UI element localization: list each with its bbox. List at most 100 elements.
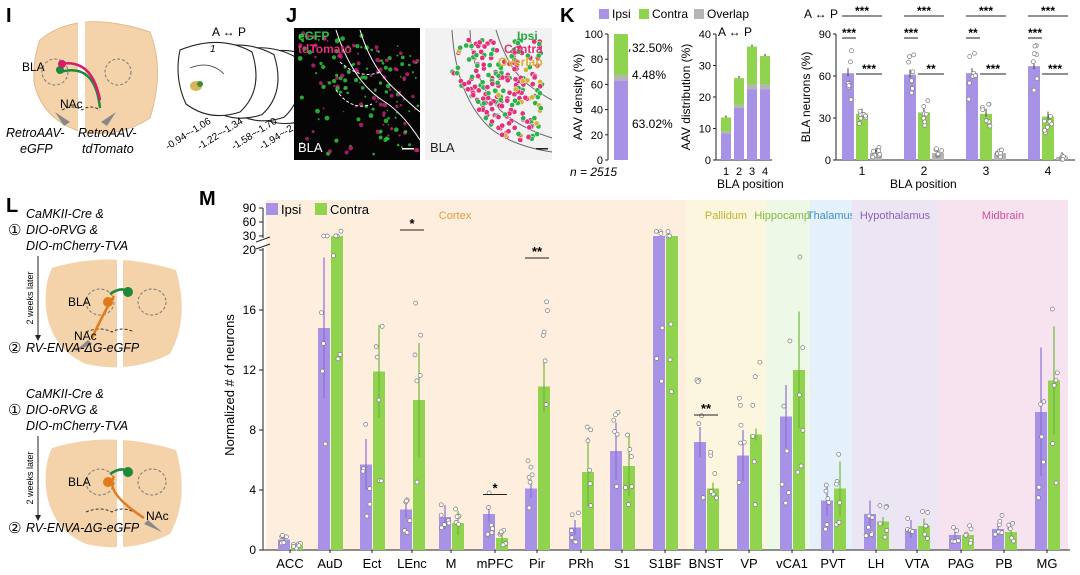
x-tick-label: vCA1	[776, 556, 808, 571]
tdtomato-cell	[399, 51, 403, 55]
data-point	[613, 412, 618, 418]
y-axis-label: AAV distribution (%)	[679, 44, 693, 150]
x-tick-label: LEnc	[397, 556, 427, 571]
data-point	[291, 544, 296, 549]
data-point	[980, 107, 986, 113]
step1-line: CaMKII-Cre &	[26, 387, 104, 401]
weeks-label: 2 weeks later	[25, 271, 35, 324]
data-point	[781, 403, 787, 409]
data-point	[986, 101, 992, 107]
data-point	[439, 525, 444, 531]
tdtomato-cell	[389, 93, 394, 98]
bla-label: BLA	[68, 475, 91, 489]
data-point	[1051, 383, 1057, 388]
ipsi-cell	[502, 111, 508, 118]
data-point	[337, 352, 343, 357]
data-point	[848, 97, 854, 103]
legend-swatch-contra	[639, 9, 649, 19]
egfp-cell	[364, 95, 367, 98]
data-point	[542, 358, 548, 364]
data-point	[695, 379, 701, 385]
data-label: 32.50%	[632, 41, 673, 55]
atlas-contour	[189, 64, 225, 75]
tdtomato-cell	[328, 149, 332, 154]
tdtomato-cell	[382, 123, 385, 126]
ipsi-cell	[515, 40, 521, 46]
data-point	[907, 54, 912, 59]
egfp-cell	[384, 90, 388, 94]
egfp-cell	[387, 56, 392, 61]
k-n-label: n = 2515	[570, 165, 617, 179]
k-mid-xlabel: BLA position	[717, 177, 784, 191]
contra-cell	[506, 120, 512, 127]
data-point	[284, 534, 289, 540]
panel-m-letter: M	[199, 188, 216, 210]
bar-ipsi	[904, 74, 916, 160]
y-tick-label: 60	[819, 71, 831, 83]
data-point	[1009, 535, 1015, 541]
data-point	[407, 518, 413, 523]
data-point	[963, 532, 969, 538]
panel-j: J eGFP tdTomato BLA Ipsi Contra Overlap …	[286, 5, 553, 160]
contra-cell	[511, 66, 518, 72]
egfp-cell	[355, 44, 360, 49]
tdtomato-cell	[344, 150, 349, 155]
x-tick-label: Pir	[529, 556, 546, 571]
egfp-cell	[377, 50, 380, 53]
tdtomato-cell	[311, 130, 315, 134]
tdtomato-cell	[382, 102, 388, 108]
tdtomato-cell	[405, 72, 410, 77]
ipsi-cell	[468, 43, 475, 49]
data-point	[623, 485, 628, 490]
data-point	[972, 50, 977, 56]
data-point	[708, 449, 714, 455]
ipsi-cell	[488, 51, 495, 58]
data-point	[442, 522, 447, 527]
data-point	[569, 528, 574, 533]
bar-segment-overlap	[734, 104, 744, 109]
data-point	[856, 121, 862, 127]
egfp-cell	[408, 143, 412, 147]
x-tick-label: 1	[859, 164, 866, 178]
sig-marker: ***	[855, 4, 869, 18]
overlap-cell	[512, 86, 519, 93]
y-tick-label: 60	[591, 79, 603, 91]
ipsi-cell	[527, 64, 533, 70]
data-point	[525, 458, 531, 464]
tdtomato-cell	[301, 31, 306, 36]
weeks-label: 2 weeks later	[25, 451, 35, 504]
data-point	[939, 148, 945, 153]
data-point	[751, 459, 757, 465]
injection-needle	[144, 520, 162, 532]
bla-region	[137, 468, 167, 496]
ipsi-cell	[537, 90, 543, 97]
data-point	[626, 502, 631, 507]
bar-contra	[582, 472, 594, 550]
sig-marker: ***	[979, 4, 993, 18]
data-point	[486, 505, 491, 510]
red-soma	[58, 60, 66, 68]
ipsi-cell	[463, 42, 470, 49]
ipsi-cell	[495, 61, 502, 68]
tdtomato-cell	[415, 148, 420, 152]
bar-segment-ipsi	[760, 89, 770, 160]
step1-number: ①	[8, 222, 21, 239]
egfp-cell	[373, 89, 377, 92]
tdtomato-cell	[399, 104, 402, 107]
data-point	[784, 448, 790, 454]
data-point	[800, 345, 806, 350]
bla-region-left	[41, 58, 69, 86]
tdtomato-cell	[358, 102, 364, 107]
contra-cell	[504, 97, 511, 104]
step1-line: DIO-mCherry-TVA	[26, 239, 128, 253]
y-tick-label: 30	[699, 61, 711, 73]
tdtomato-cell	[412, 60, 416, 64]
data-point	[752, 502, 758, 507]
data-label: 63.02%	[632, 117, 673, 131]
egfp-cell	[338, 90, 342, 94]
x-tick-label: VTA	[905, 556, 930, 571]
sig-marker: *	[409, 216, 415, 231]
data-point	[456, 521, 461, 527]
